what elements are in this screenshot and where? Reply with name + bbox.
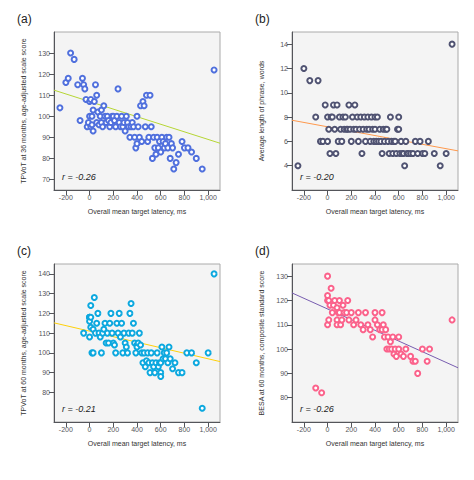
- svg-text:0: 0: [326, 194, 330, 201]
- svg-text:Overall mean target latency, m: Overall mean target latency, ms: [326, 440, 425, 448]
- svg-text:90: 90: [42, 134, 50, 141]
- svg-text:800: 800: [417, 426, 429, 433]
- svg-text:110: 110: [277, 321, 288, 328]
- svg-text:120: 120: [38, 310, 50, 317]
- svg-text:90: 90: [280, 370, 288, 377]
- svg-text:600: 600: [155, 194, 167, 201]
- svg-text:12: 12: [280, 65, 288, 72]
- svg-text:80: 80: [280, 394, 288, 401]
- svg-text:90: 90: [42, 369, 50, 376]
- svg-text:0: 0: [88, 426, 92, 433]
- svg-text:1,000: 1,000: [199, 194, 217, 201]
- svg-text:400: 400: [131, 194, 143, 201]
- svg-text:(a): (a): [17, 12, 32, 26]
- svg-text:100: 100: [38, 113, 50, 120]
- svg-text:400: 400: [369, 426, 381, 433]
- svg-text:100: 100: [276, 346, 288, 353]
- svg-text:800: 800: [179, 426, 191, 433]
- svg-text:r = -0.21: r = -0.21: [62, 404, 96, 414]
- svg-text:r = -0.26: r = -0.26: [62, 172, 96, 182]
- svg-text:Overall mean target latency, m: Overall mean target latency, ms: [88, 208, 187, 216]
- svg-text:-200: -200: [59, 194, 73, 201]
- svg-text:110: 110: [39, 330, 50, 337]
- svg-text:14: 14: [280, 41, 288, 48]
- svg-text:-200: -200: [297, 426, 311, 433]
- svg-text:600: 600: [155, 426, 167, 433]
- svg-text:400: 400: [131, 426, 143, 433]
- svg-text:200: 200: [107, 426, 119, 433]
- svg-text:140: 140: [38, 270, 50, 277]
- svg-text:(d): (d): [255, 244, 270, 258]
- svg-text:-200: -200: [59, 426, 73, 433]
- svg-text:(c): (c): [17, 244, 31, 258]
- svg-text:80: 80: [42, 389, 50, 396]
- svg-text:800: 800: [179, 194, 191, 201]
- svg-text:Overall mean target latency, m: Overall mean target latency, ms: [326, 208, 425, 216]
- svg-text:200: 200: [345, 426, 357, 433]
- svg-text:BESA at 60 months, composite s: BESA at 60 months, composite standard sc…: [258, 271, 266, 416]
- svg-text:TPVoT at 36 months, age-adjust: TPVoT at 36 months, age-adjusted scale s…: [20, 38, 28, 184]
- svg-text:600: 600: [393, 426, 405, 433]
- svg-text:1,000: 1,000: [437, 426, 455, 433]
- svg-text:6: 6: [284, 138, 288, 145]
- svg-text:70: 70: [42, 176, 50, 183]
- svg-text:100: 100: [38, 349, 50, 356]
- svg-text:130: 130: [38, 50, 50, 57]
- svg-text:r = -0.26: r = -0.26: [300, 404, 334, 414]
- svg-text:1,000: 1,000: [437, 194, 455, 201]
- svg-text:(b): (b): [255, 12, 270, 26]
- svg-text:8: 8: [284, 114, 288, 121]
- svg-text:600: 600: [393, 194, 405, 201]
- svg-text:130: 130: [38, 290, 50, 297]
- svg-text:0: 0: [88, 194, 92, 201]
- svg-text:4: 4: [284, 162, 288, 169]
- svg-text:80: 80: [42, 155, 50, 162]
- svg-text:TPVoT at 60 months, age-adjust: TPVoT at 60 months, age-adjusted scale s…: [20, 270, 28, 416]
- svg-text:10: 10: [280, 89, 288, 96]
- svg-text:200: 200: [107, 194, 119, 201]
- svg-text:Overall mean target latency, m: Overall mean target latency, ms: [88, 440, 187, 448]
- svg-text:110: 110: [39, 92, 50, 99]
- svg-text:200: 200: [345, 194, 357, 201]
- svg-text:400: 400: [369, 194, 381, 201]
- svg-text:0: 0: [326, 426, 330, 433]
- svg-text:-200: -200: [297, 194, 311, 201]
- svg-text:800: 800: [417, 194, 429, 201]
- svg-text:120: 120: [38, 71, 50, 78]
- svg-text:r = -0.20: r = -0.20: [300, 172, 334, 182]
- svg-text:1,000: 1,000: [199, 426, 217, 433]
- svg-text:130: 130: [276, 273, 288, 280]
- svg-text:Average length of phrase, word: Average length of phrase, words: [258, 60, 266, 161]
- svg-text:120: 120: [276, 297, 288, 304]
